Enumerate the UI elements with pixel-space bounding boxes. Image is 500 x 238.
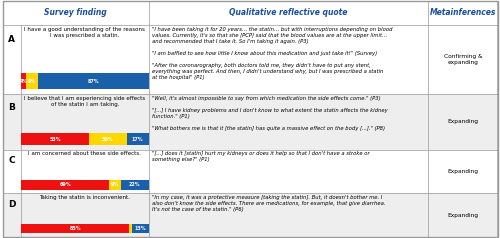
Text: D: D — [8, 200, 16, 209]
Text: Qualitative reflective quote: Qualitative reflective quote — [229, 9, 348, 17]
Text: C: C — [8, 156, 15, 165]
Text: "I have been taking it for 20 years… the statin… but with interruptions dependin: "I have been taking it for 20 years… the… — [152, 27, 392, 80]
Text: I believe that I am experiencing side effects
of the statin I am taking.: I believe that I am experiencing side ef… — [24, 96, 146, 107]
Text: Metainferences: Metainferences — [430, 9, 496, 17]
Text: B: B — [8, 103, 16, 112]
Text: Survey finding: Survey finding — [44, 9, 107, 17]
Text: A: A — [8, 35, 16, 44]
Text: Expanding: Expanding — [448, 169, 478, 174]
Text: "[...] does it [statin] hurt my kidneys or does it help so that I don't have a s: "[...] does it [statin] hurt my kidneys … — [152, 151, 370, 162]
Text: I am concerned about these side effects.: I am concerned about these side effects. — [28, 151, 142, 156]
Text: Expanding: Expanding — [448, 119, 478, 124]
Text: "In my case, it was a protective measure [taking the statin]. But, it doesn't bo: "In my case, it was a protective measure… — [152, 194, 386, 212]
Text: Expanding: Expanding — [448, 213, 478, 218]
Text: "Well, it's almost impossible to say from which medication the side effects come: "Well, it's almost impossible to say fro… — [152, 96, 388, 131]
Text: I have a good understanding of the reasons
I was prescribed a statin.: I have a good understanding of the reaso… — [24, 27, 146, 38]
Text: Confirming &
expanding: Confirming & expanding — [444, 54, 482, 65]
Text: Taking the statin is inconvenient.: Taking the statin is inconvenient. — [40, 194, 130, 199]
